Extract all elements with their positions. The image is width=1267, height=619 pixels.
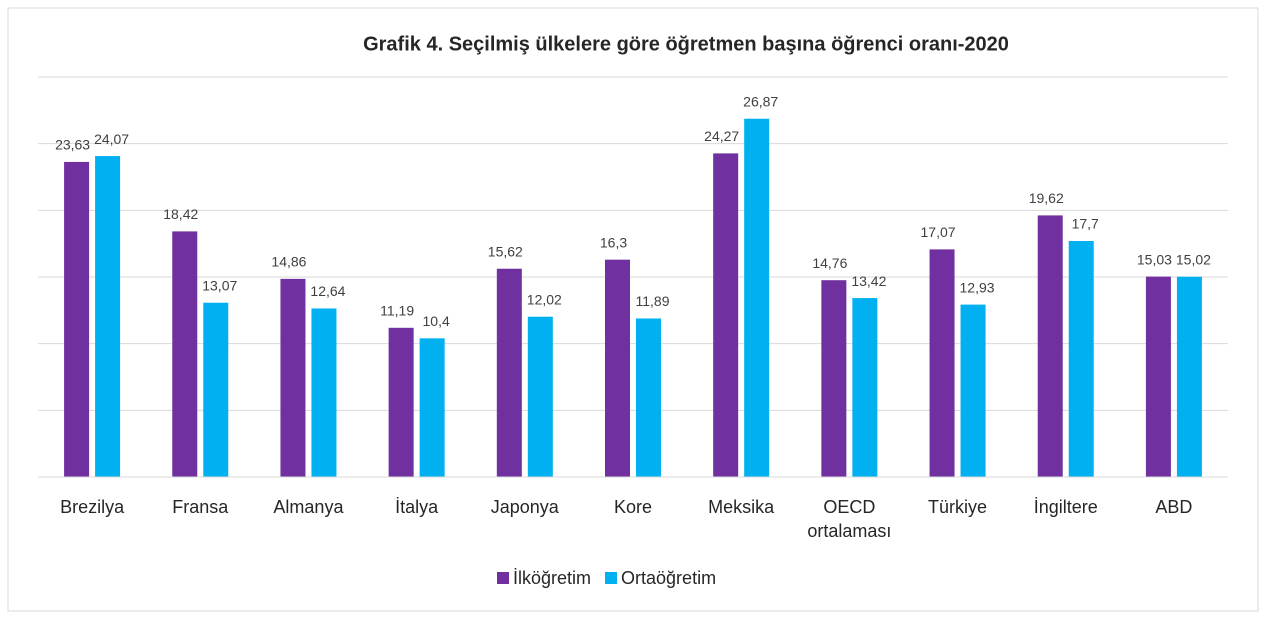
x-tick-label: İngiltere: [1033, 497, 1098, 517]
x-tick-label: Fransa: [172, 497, 229, 517]
bar: [496, 268, 522, 477]
data-label: 26,87: [743, 93, 778, 109]
x-tick-label: Japonya: [490, 497, 559, 517]
legend-swatch: [497, 572, 509, 584]
data-label: 10,4: [423, 313, 450, 329]
bar: [1037, 215, 1063, 477]
bar: [172, 231, 198, 477]
data-label: 11,89: [636, 293, 670, 309]
legend-label: Ortaöğretim: [621, 568, 716, 588]
bar: [636, 318, 661, 477]
x-tick-label: Almanya: [273, 497, 344, 517]
legend-label: İlköğretim: [513, 568, 591, 588]
bar: [388, 327, 414, 477]
x-tick-label: Meksika: [708, 497, 775, 517]
bar: [95, 156, 121, 478]
data-label: 14,86: [271, 254, 306, 270]
bar: [280, 278, 306, 477]
data-label: 12,02: [527, 291, 562, 307]
data-label: 13,07: [202, 277, 237, 293]
bar: [1176, 276, 1202, 477]
bar: [1068, 241, 1094, 477]
data-label: 12,93: [960, 279, 995, 295]
data-label: 14,76: [812, 255, 847, 271]
data-label: 17,7: [1072, 216, 1099, 232]
data-label: 12,64: [310, 283, 345, 299]
data-label: 24,27: [704, 128, 739, 144]
bar: [929, 249, 955, 477]
bar: [821, 280, 847, 477]
x-tick-label: Brezilya: [60, 497, 125, 517]
data-label: 24,07: [94, 131, 129, 147]
data-label: 18,42: [163, 206, 198, 222]
data-label: 11,19: [380, 303, 414, 319]
data-label: 17,07: [921, 224, 956, 240]
data-label: 13,42: [851, 273, 886, 289]
x-tick-label: Türkiye: [928, 497, 988, 517]
x-tick-label: ABD: [1155, 497, 1193, 517]
bar: [527, 316, 553, 477]
bar: [852, 298, 878, 477]
bar: [64, 161, 90, 477]
bar: [1145, 276, 1171, 477]
bar: [605, 259, 630, 477]
bar: [713, 153, 739, 477]
x-tick-label: OECD ortalaması: [807, 497, 892, 541]
bar: [960, 304, 986, 477]
data-label: 23,63: [55, 137, 90, 153]
data-label: 16,3: [600, 234, 627, 250]
x-tick-label: Kore: [613, 497, 652, 517]
bar: [419, 338, 445, 477]
bar: [203, 302, 229, 477]
bar: [311, 308, 337, 477]
data-label: 19,62: [1029, 190, 1064, 206]
legend-swatch: [605, 572, 618, 584]
chart-title: Grafik 4. Seçilmiş ülkelere göre öğretme…: [363, 33, 1009, 55]
data-label: 15,02: [1176, 251, 1211, 267]
data-label: 15,03: [1137, 251, 1172, 267]
bar: [744, 118, 770, 477]
data-label: 15,62: [488, 243, 523, 259]
x-tick-label: İtalya: [395, 497, 439, 517]
